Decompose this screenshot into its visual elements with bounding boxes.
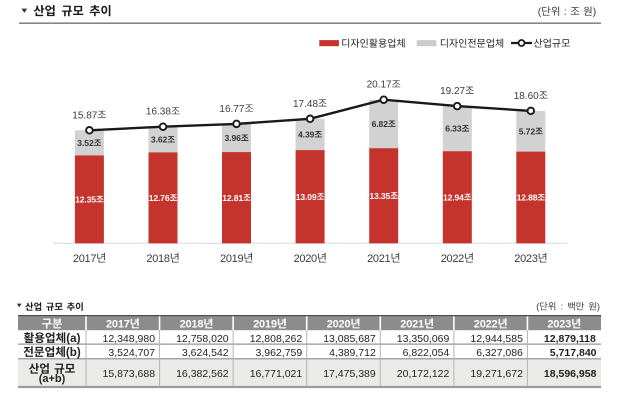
svg-text::: : — [561, 302, 564, 312]
svg-text:12.81: 12.81 — [222, 193, 243, 203]
svg-text:20.17: 20.17 — [367, 80, 392, 91]
svg-text:3,624,542: 3,624,542 — [182, 347, 229, 359]
svg-text:19,271,672: 19,271,672 — [470, 368, 523, 380]
svg-text:2021: 2021 — [400, 319, 424, 331]
svg-text:(a): (a) — [66, 332, 80, 345]
svg-text:4,389,712: 4,389,712 — [329, 347, 376, 359]
svg-text:): ) — [597, 302, 600, 312]
svg-text:12.94: 12.94 — [443, 192, 464, 202]
svg-text:18.60: 18.60 — [514, 91, 539, 102]
svg-text:3.62: 3.62 — [151, 135, 168, 145]
svg-text:2023: 2023 — [547, 319, 571, 331]
svg-text:2018: 2018 — [180, 319, 204, 331]
svg-text:13.09: 13.09 — [296, 192, 317, 202]
svg-text:19.27: 19.27 — [440, 86, 465, 97]
svg-text:17,475,389: 17,475,389 — [323, 368, 376, 380]
svg-text:16.38: 16.38 — [146, 107, 171, 118]
svg-text:16,382,562: 16,382,562 — [176, 368, 229, 380]
svg-text:18,596,958: 18,596,958 — [544, 368, 597, 380]
svg-text:15,873,688: 15,873,688 — [103, 368, 156, 380]
svg-text:3,524,707: 3,524,707 — [108, 347, 155, 359]
svg-text:2023: 2023 — [514, 253, 537, 265]
svg-text:3.52: 3.52 — [77, 138, 94, 148]
svg-text:13,085,687: 13,085,687 — [323, 333, 376, 345]
svg-text:(: ( — [536, 302, 540, 312]
svg-text:3.96: 3.96 — [225, 133, 242, 143]
svg-text:): ) — [593, 6, 597, 18]
svg-text:12,944,585: 12,944,585 — [470, 333, 523, 345]
svg-text:6.33: 6.33 — [445, 124, 462, 134]
svg-text:15.87: 15.87 — [72, 110, 97, 121]
svg-text:2019: 2019 — [253, 319, 277, 331]
svg-text:13.35: 13.35 — [369, 191, 390, 201]
svg-text:2019: 2019 — [220, 253, 243, 265]
svg-text::: : — [564, 6, 567, 18]
svg-text:20,172,122: 20,172,122 — [397, 368, 450, 380]
svg-text:6,327,086: 6,327,086 — [476, 347, 523, 359]
svg-text:5.72: 5.72 — [519, 126, 536, 136]
svg-text:2020: 2020 — [327, 319, 351, 331]
svg-text:12,348,980: 12,348,980 — [103, 333, 156, 345]
svg-text:2017: 2017 — [73, 253, 96, 265]
svg-text:2020: 2020 — [294, 253, 317, 265]
svg-text:16.77: 16.77 — [219, 104, 244, 115]
svg-text:(: ( — [538, 6, 542, 18]
svg-text:12.88: 12.88 — [517, 193, 538, 203]
svg-text:(b): (b) — [66, 346, 81, 359]
svg-text:13,350,069: 13,350,069 — [397, 333, 450, 345]
svg-text:16,771,021: 16,771,021 — [250, 368, 303, 380]
svg-text:12,758,020: 12,758,020 — [176, 333, 229, 345]
svg-text:6.82: 6.82 — [372, 119, 389, 129]
svg-text:12.35: 12.35 — [75, 194, 96, 204]
svg-text:4.39: 4.39 — [298, 130, 315, 140]
svg-text:2022: 2022 — [441, 253, 464, 265]
svg-text:12,879,118: 12,879,118 — [544, 333, 596, 345]
svg-text:6,822,054: 6,822,054 — [403, 347, 450, 359]
svg-text:12.76: 12.76 — [149, 193, 170, 203]
svg-text:2018: 2018 — [146, 253, 169, 265]
svg-text:17.48: 17.48 — [293, 99, 318, 110]
svg-text:(a+b): (a+b) — [39, 373, 66, 385]
svg-text:5,717,840: 5,717,840 — [550, 347, 597, 359]
svg-text:3,962,759: 3,962,759 — [256, 347, 303, 359]
svg-text:2022: 2022 — [474, 319, 498, 331]
svg-text:12,808,262: 12,808,262 — [250, 333, 303, 345]
svg-text:2017: 2017 — [106, 319, 130, 331]
svg-text:2021: 2021 — [367, 253, 390, 265]
